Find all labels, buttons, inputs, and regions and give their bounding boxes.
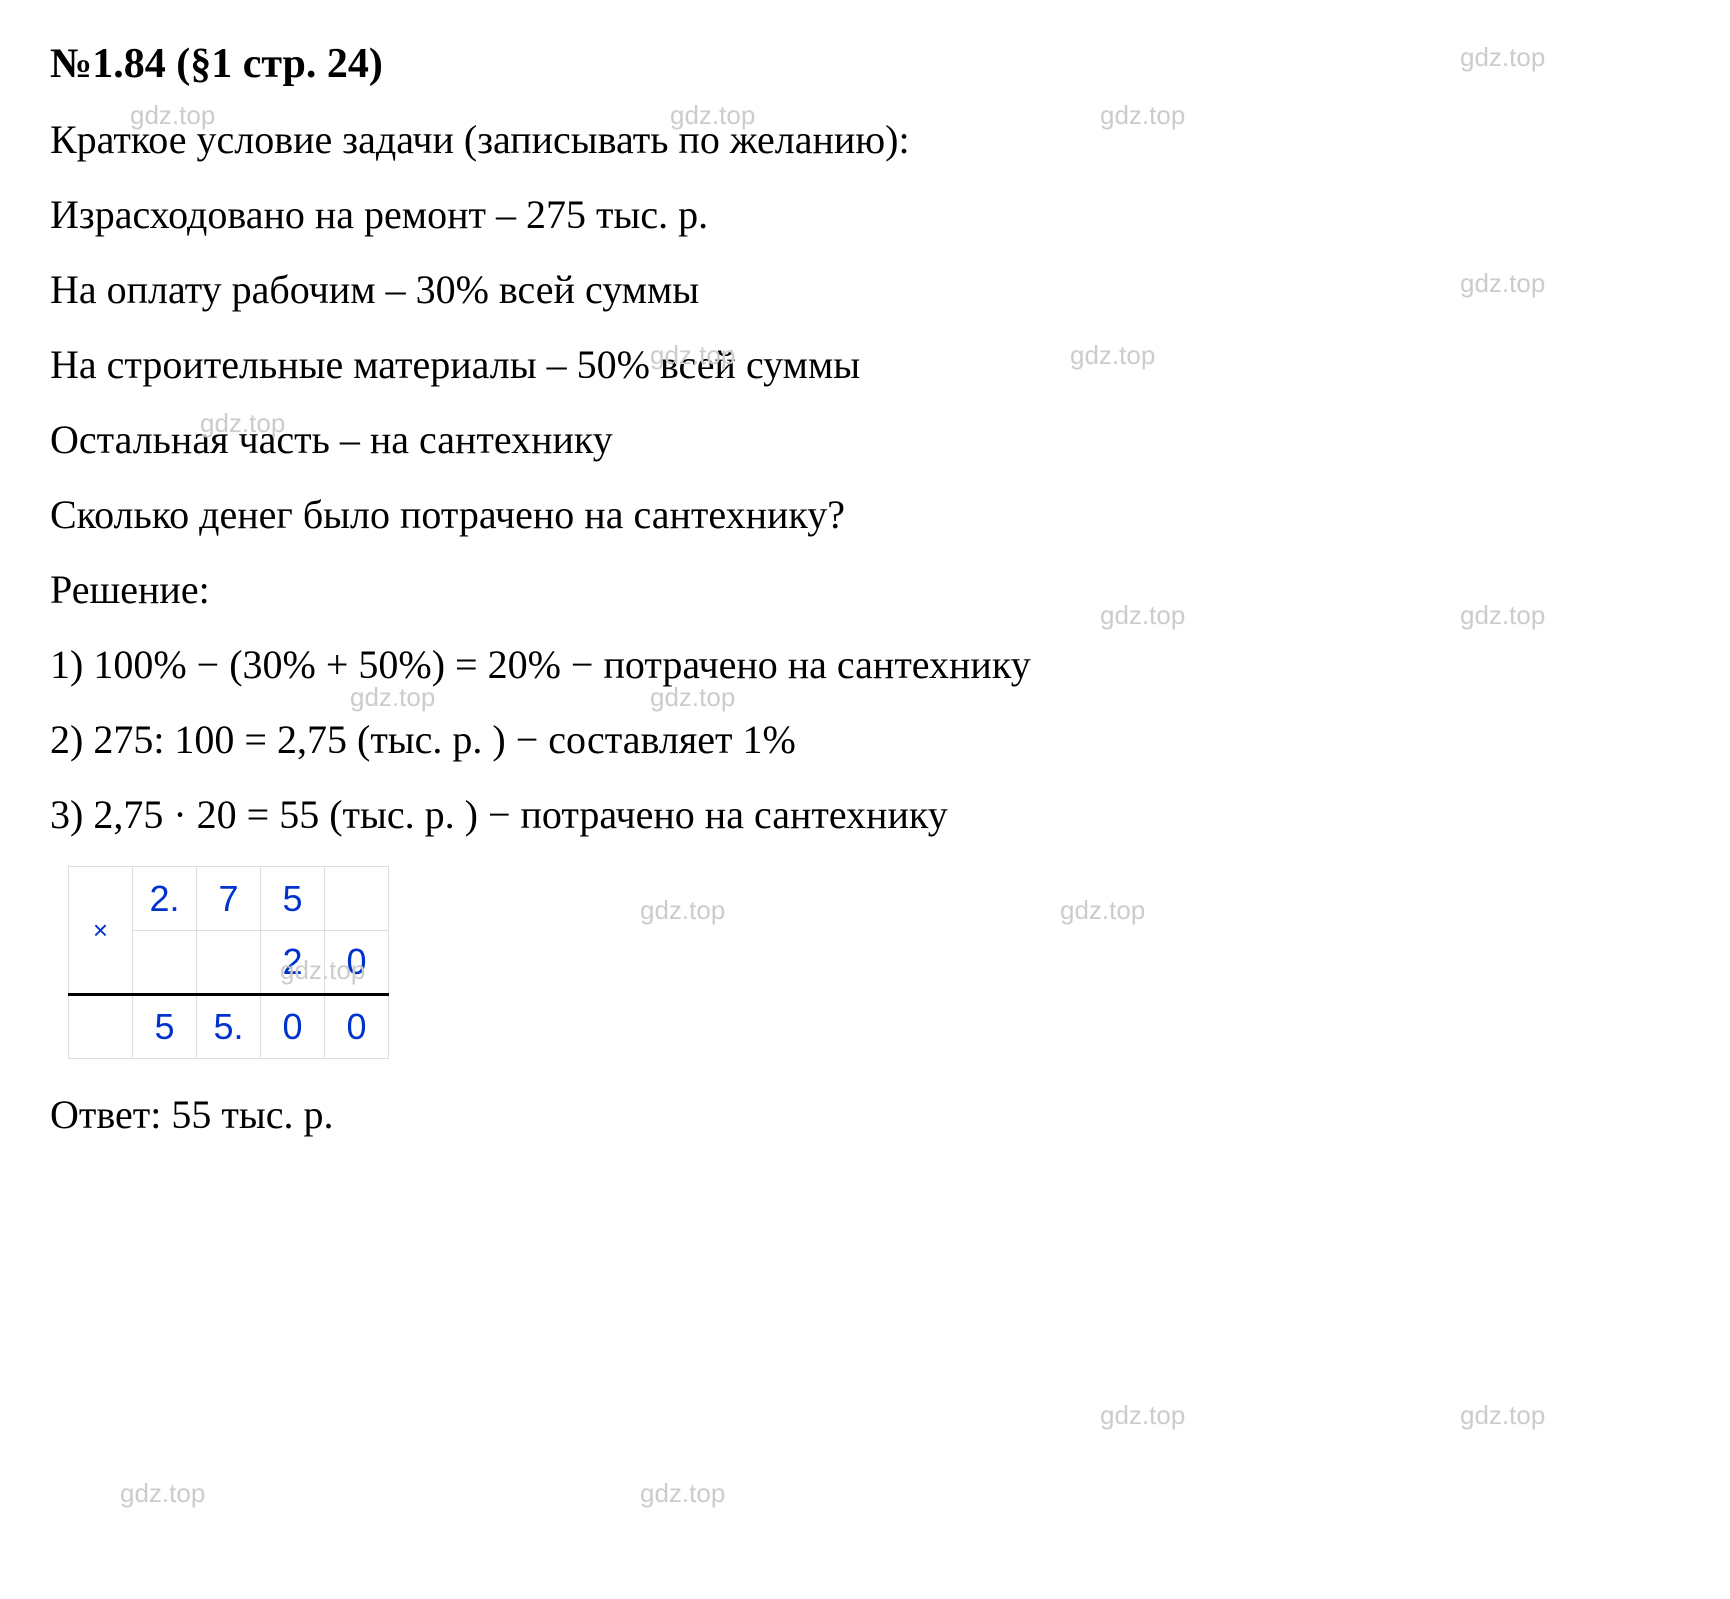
table-row: 5 5. 0 0 (69, 995, 389, 1059)
multiply-op: × (69, 867, 133, 995)
question: Сколько денег было потрачено на сантехни… (50, 491, 1680, 538)
multiplication-table: × 2. 7 5 2 0 5 5. 0 0 (68, 866, 389, 1059)
given-3: На строительные материалы – 50% всей сум… (50, 341, 1680, 388)
answer: Ответ: 55 тыс. р. (50, 1091, 1680, 1138)
calc-cell: 7 (197, 867, 261, 931)
step-2: 2) 275: 100 = 2,75 (тыс. р. ) − составля… (50, 716, 1680, 763)
watermark: gdz.top (640, 1478, 725, 1509)
watermark: gdz.top (1100, 1400, 1185, 1431)
watermark: gdz.top (640, 895, 725, 926)
watermark: gdz.top (1060, 895, 1145, 926)
calc-cell: 0 (325, 931, 389, 995)
calc-cell: 5 (261, 867, 325, 931)
step-1: 1) 100% − (30% + 50%) = 20% − потрачено … (50, 641, 1680, 688)
calc-cell (133, 931, 197, 995)
watermark: gdz.top (1460, 1400, 1545, 1431)
calc-cell: 2. (133, 867, 197, 931)
calc-cell (69, 995, 133, 1059)
watermark: gdz.top (120, 1478, 205, 1509)
given-2: На оплату рабочим – 30% всей суммы (50, 266, 1680, 313)
step-3: 3) 2,75 · 20 = 55 (тыс. р. ) − потрачено… (50, 791, 1680, 838)
calc-cell: 0 (325, 995, 389, 1059)
given-4: Остальная часть – на сантехнику (50, 416, 1680, 463)
problem-title: №1.84 (§1 стр. 24) (50, 40, 1680, 88)
calc-cell: 0 (261, 995, 325, 1059)
calc-cell (325, 867, 389, 931)
calc-cell: 2 (261, 931, 325, 995)
given-1: Израсходовано на ремонт – 275 тыс. р. (50, 191, 1680, 238)
solution-label: Решение: (50, 566, 1680, 613)
condition-intro: Краткое условие задачи (записывать по же… (50, 116, 1680, 163)
calc-cell (197, 931, 261, 995)
calc-cell: 5 (133, 995, 197, 1059)
table-row: × 2. 7 5 (69, 867, 389, 931)
calc-cell: 5. (197, 995, 261, 1059)
